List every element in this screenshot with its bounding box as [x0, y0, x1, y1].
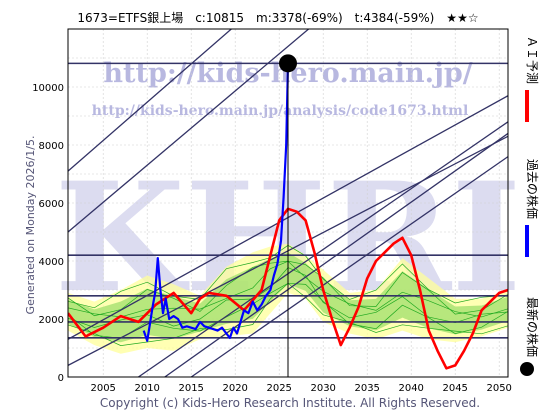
trend-line	[138, 121, 508, 377]
y-tick-label: 10000	[32, 83, 64, 94]
legend-past-price-label: 過去の株価	[525, 159, 540, 219]
watermark-url-sub: http://kids-hero.main.jp/analysis/code16…	[92, 103, 469, 119]
x-tick-label: 2030	[310, 383, 335, 394]
copyright-text: Copyright (c) Kids-Hero Research Institu…	[100, 396, 480, 410]
y-tick-label: 4000	[39, 257, 64, 268]
legend-latest-price-label: 最新の株価	[525, 297, 540, 357]
latest-marker-group	[279, 54, 297, 377]
trend-line	[164, 132, 508, 377]
y-tick-label: 0	[58, 373, 64, 384]
x-tick-label: 2010	[134, 383, 159, 394]
x-tick-label: 2020	[222, 383, 247, 394]
x-tick-label: 2015	[178, 383, 203, 394]
series-lines	[68, 63, 508, 370]
y-tick-label: 8000	[39, 141, 64, 152]
trend-line	[190, 156, 508, 377]
x-tick-label: 2040	[398, 383, 423, 394]
legend: ＡＩ予測 過去の株価 最新の株価	[520, 36, 540, 376]
generated-date-label: Generated on Monday 2026/1/5.	[24, 136, 37, 315]
y-tick-labels: 0 2000 4000 6000 8000 10000	[32, 83, 64, 384]
x-tick-label: 2045	[442, 383, 467, 394]
y-tick-label: 2000	[39, 315, 64, 326]
chart-title: 1673=ETFS銀上場 c:10815 m:3378(-69%) t:4384…	[77, 11, 478, 25]
ai-forecast-line	[68, 207, 508, 370]
x-tick-label: 2025	[266, 383, 291, 394]
latest-price-marker	[279, 54, 297, 73]
legend-latest-price-swatch	[520, 362, 534, 376]
x-tick-label: 2035	[354, 383, 379, 394]
x-tick-labels: 2005 2010 2015 2020 2025 2030 2035 2040 2045 2050	[90, 383, 511, 394]
trend-line	[68, 29, 310, 233]
legend-ai-forecast-label: ＡＩ予測	[525, 36, 539, 84]
past-price-line	[142, 63, 290, 342]
trend-line	[68, 29, 233, 172]
x-tick-label: 2050	[486, 383, 511, 394]
y-tick-label: 6000	[39, 199, 64, 210]
x-tick-label: 2005	[90, 383, 115, 394]
